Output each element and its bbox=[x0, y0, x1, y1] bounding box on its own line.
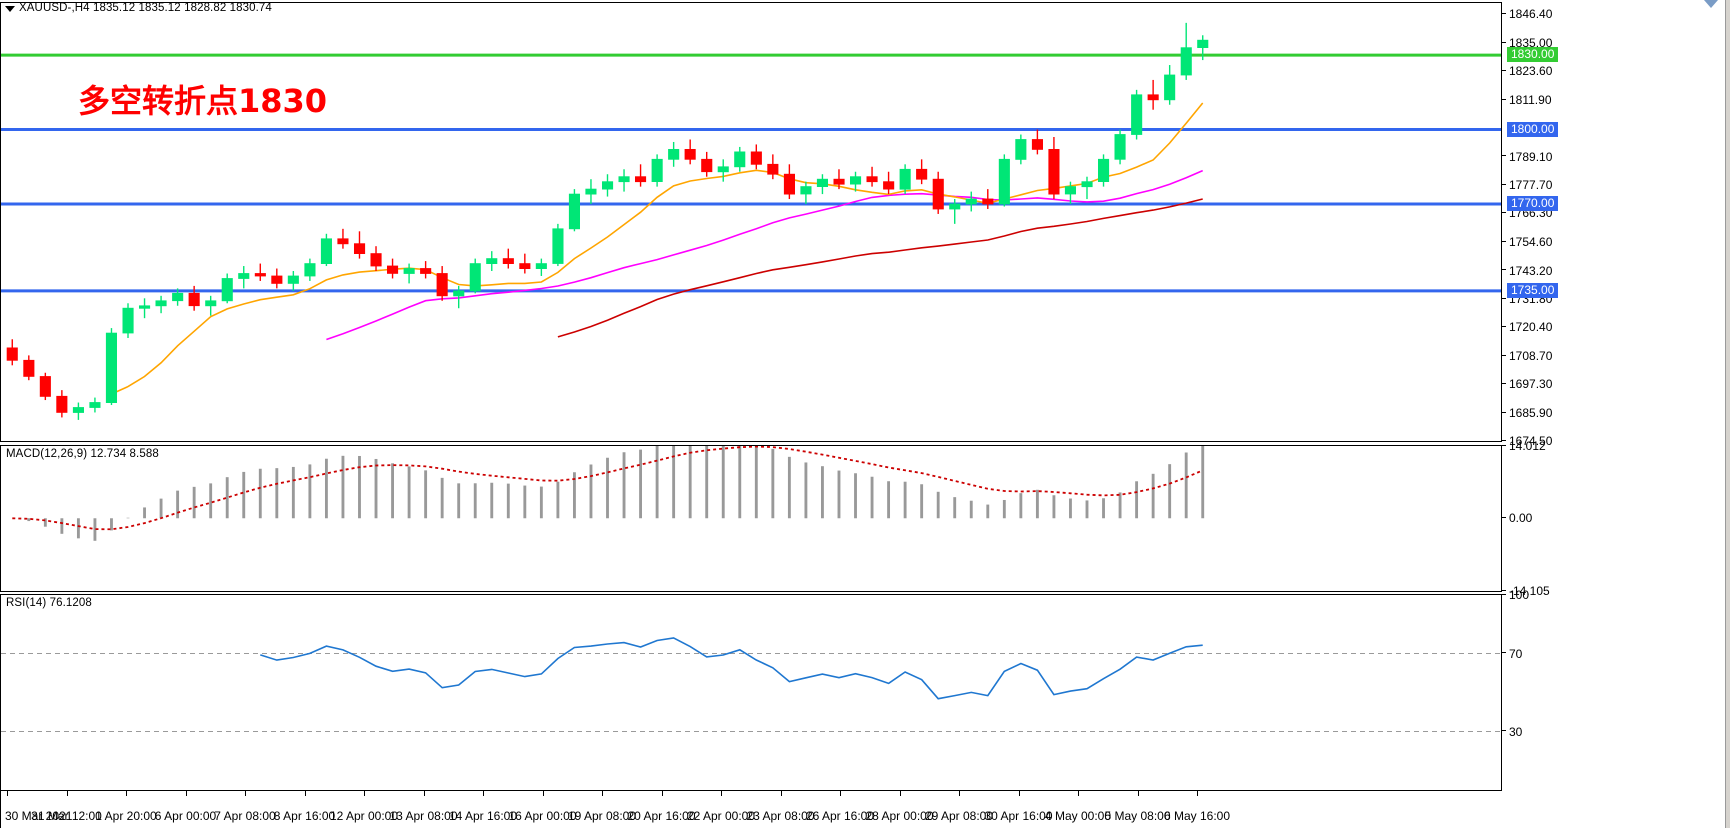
time-axis-label: 14 Apr 16:00 bbox=[448, 809, 518, 823]
time-axis-tick-mark bbox=[840, 791, 841, 796]
axis-tick-label: 1835.00 bbox=[1502, 36, 1552, 49]
rsi-axis-scale[interactable]: 100 70 30 bbox=[1502, 589, 1730, 791]
time-axis-label: 1 Apr 20:00 bbox=[95, 809, 157, 823]
time-axis-label: 23 Apr 08:00 bbox=[746, 809, 815, 823]
price-plot bbox=[1, 22, 1501, 420]
time-axis-tick-mark bbox=[483, 791, 484, 796]
price-chart-panel[interactable] bbox=[0, 2, 1502, 442]
time-axis-tick-mark bbox=[661, 791, 663, 796]
axis-tick-label: 1823.60 bbox=[1502, 64, 1552, 77]
axis-tick-label: 1697.30 bbox=[1502, 377, 1552, 390]
axis-tick-label: -14.105 bbox=[1502, 584, 1550, 597]
axis-tick-label: 1754.60 bbox=[1502, 235, 1552, 248]
triangle-down-icon[interactable] bbox=[5, 6, 15, 12]
time-axis-tick-mark bbox=[1018, 791, 1020, 796]
time-axis-tick-mark bbox=[780, 791, 782, 796]
time-axis-tick-mark bbox=[542, 791, 544, 796]
axis-tick-label: 0.00 bbox=[1502, 511, 1532, 524]
time-axis-label: 30 Mar 2021 bbox=[5, 809, 73, 823]
time-axis-tick-mark bbox=[66, 791, 68, 796]
time-axis-label: 20 Apr 16:00 bbox=[627, 809, 696, 823]
axis-tick-label: 1811.90 bbox=[1502, 93, 1552, 106]
time-axis-label: 19 Apr 08:00 bbox=[567, 809, 637, 823]
price-level-badge[interactable]: 1735.00 bbox=[1507, 282, 1559, 298]
time-axis-tick-mark bbox=[602, 791, 603, 796]
time-axis-tick-mark bbox=[423, 791, 425, 796]
time-axis-tick-mark bbox=[1078, 791, 1079, 796]
macd-panel-label: MACD(12,26,9) 12.734 8.588 bbox=[6, 448, 159, 460]
price-axis-scale[interactable]: 1846.40 1835.00 1823.60 1811.90 1789.10 1777.… bbox=[1502, 2, 1730, 447]
time-axis-label: 13 Apr 08:00 bbox=[389, 809, 458, 823]
time-axis-label: 5 May 08:00 bbox=[1104, 809, 1171, 823]
price-level-badge[interactable]: 1830.00 bbox=[1507, 47, 1559, 63]
chart-quote-header: XAUUSD-,H4 1835.12 1835.12 1828.82 1830.… bbox=[19, 2, 272, 14]
time-axis-tick-mark bbox=[7, 791, 8, 796]
axis-tick-label: 1846.40 bbox=[1502, 7, 1552, 20]
time-axis-tick-mark bbox=[1197, 791, 1198, 796]
time-axis-tick-mark bbox=[721, 791, 722, 796]
axis-tick-label: 1789.10 bbox=[1502, 150, 1552, 162]
time-axis-label: 8 Apr 16:00 bbox=[273, 809, 336, 823]
time-axis-label: 31 Mar 12:00 bbox=[31, 809, 102, 823]
axis-tick-label: 100 bbox=[1502, 588, 1529, 601]
axis-tick-label: 1674.50 bbox=[1502, 434, 1552, 447]
macd-plot bbox=[12, 446, 1205, 541]
price-level-badge[interactable]: 1770.00 bbox=[1507, 196, 1559, 211]
axis-tick-label: 14.012 bbox=[1502, 439, 1546, 452]
time-axis-tick-mark bbox=[126, 791, 127, 796]
time-axis-label: 6 Apr 00:00 bbox=[154, 809, 217, 823]
time-axis-label: 12 Apr 00:00 bbox=[329, 809, 399, 823]
time-axis-label: 30 Apr 16:00 bbox=[984, 809, 1053, 823]
macd-indicator-panel[interactable]: MACD(12,26,9) 12.734 8.588 bbox=[0, 445, 1502, 592]
time-axis-tick-mark bbox=[185, 791, 187, 796]
time-axis-label: 7 Apr 08:00 bbox=[214, 809, 276, 823]
vertical-scrollbar[interactable] bbox=[1725, 0, 1730, 828]
time-axis-tick-mark bbox=[245, 791, 246, 796]
time-axis-label: 6 May 16:00 bbox=[1163, 809, 1231, 823]
rsi-panel-label: RSI(14) 76.1208 bbox=[6, 597, 92, 609]
crosshair-marker-icon bbox=[1704, 0, 1718, 8]
time-axis-scale[interactable]: 30 Mar 2021 31 Mar 12:00 1 Apr 20:00 6 Apr … bbox=[0, 791, 1502, 828]
axis-tick-label: 1743.20 bbox=[1502, 264, 1552, 276]
axis-tick-label: 70 bbox=[1502, 647, 1522, 659]
chart-annotation-text: 多空转折点1830 bbox=[78, 82, 328, 120]
time-axis-tick-mark bbox=[304, 791, 306, 796]
axis-tick-label: 1685.90 bbox=[1502, 406, 1552, 419]
time-axis-label: 22 Apr 00:00 bbox=[686, 809, 756, 823]
time-axis-tick-mark bbox=[899, 791, 901, 796]
time-axis-tick-mark bbox=[1137, 791, 1139, 796]
time-axis-label: 4 May 00:00 bbox=[1044, 809, 1112, 823]
axis-tick-label: 1720.40 bbox=[1502, 320, 1552, 333]
axis-tick-label: 1777.70 bbox=[1502, 178, 1552, 191]
axis-tick-label: 30 bbox=[1502, 725, 1522, 737]
axis-tick-label: 1708.70 bbox=[1502, 349, 1552, 362]
rsi-plot bbox=[1, 637, 1501, 732]
macd-axis-scale[interactable]: 14.012 0.00 -14.105 bbox=[1502, 440, 1730, 597]
rsi-indicator-panel[interactable]: RSI(14) 76.1208 bbox=[0, 594, 1502, 791]
price-level-badge[interactable]: 1800.00 bbox=[1507, 121, 1559, 137]
time-axis-label: 16 Apr 00:00 bbox=[508, 809, 577, 823]
time-axis-label: 26 Apr 16:00 bbox=[805, 809, 875, 823]
time-axis-label: 29 Apr 08:00 bbox=[924, 809, 994, 823]
time-axis-tick-mark bbox=[364, 791, 365, 796]
time-axis-label: 28 Apr 00:00 bbox=[865, 809, 934, 823]
time-axis-tick-mark bbox=[959, 791, 960, 796]
